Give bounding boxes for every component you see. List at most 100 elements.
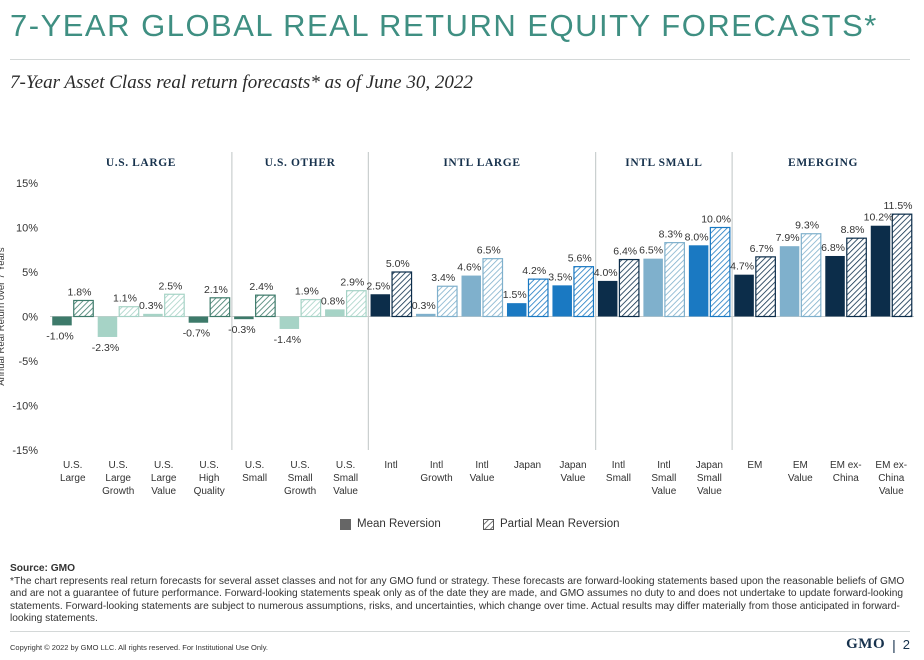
category-label: Value <box>788 473 813 484</box>
bar-partial-mean-reversion <box>436 285 458 318</box>
category-label: Small <box>288 473 313 484</box>
legend-label-partial: Partial Mean Reversion <box>500 518 620 530</box>
category-label: Large <box>60 473 86 484</box>
data-label-mean: 6.5% <box>639 245 663 257</box>
category-label: Japan <box>514 460 541 471</box>
bar-mean-reversion <box>97 316 118 337</box>
data-label-partial: 10.0% <box>701 214 731 226</box>
data-label-mean: 0.3% <box>139 300 163 312</box>
category-label: China <box>878 473 905 484</box>
group-header: U.S. OTHER <box>265 157 336 169</box>
data-label-partial: 6.4% <box>613 246 637 258</box>
data-label-partial: 6.7% <box>750 243 774 255</box>
bar-partial-mean-reversion <box>164 293 185 318</box>
data-label-mean: 4.7% <box>730 261 754 273</box>
legend-mean-reversion: Mean Reversion <box>340 518 441 530</box>
bar-partial-mean-reversion <box>73 299 94 318</box>
data-label-mean: -0.3% <box>228 324 255 336</box>
data-label-partial: 1.1% <box>113 293 137 305</box>
category-label: U.S. <box>154 460 173 471</box>
category-label: Intl <box>612 460 625 471</box>
group-header: EMERGING <box>788 157 858 169</box>
copyright-text: Copyright © 2022 by GMO LLC. All rights … <box>10 643 268 652</box>
category-label: China <box>833 473 860 484</box>
category-label: Value <box>470 473 495 484</box>
bar-partial-mean-reversion <box>618 258 640 318</box>
bar-mean-reversion <box>416 313 436 317</box>
data-label-partial: 2.4% <box>249 281 273 293</box>
category-label: Japan <box>559 460 586 471</box>
bar-partial-mean-reversion <box>573 266 595 318</box>
category-label: EM ex- <box>830 460 862 471</box>
legend-swatch-solid <box>340 518 351 530</box>
page-title: 7-YEAR GLOBAL REAL RETURN EQUITY FORECAS… <box>10 8 878 43</box>
bar-partial-mean-reversion <box>118 306 140 318</box>
bar-mean-reversion <box>643 258 663 317</box>
footer-separator: | <box>892 636 896 653</box>
data-label-mean: 0.3% <box>412 300 436 312</box>
bar-mean-reversion <box>506 303 527 317</box>
category-label: Intl <box>475 460 488 471</box>
bar-partial-mean-reversion <box>800 233 822 318</box>
footer-brand: GMO | 2 <box>846 636 910 653</box>
category-label: U.S. <box>336 460 355 471</box>
data-label-partial: 8.8% <box>841 224 865 236</box>
bar-partial-mean-reversion <box>709 226 731 318</box>
footnote-text: *The chart represents real return foreca… <box>10 575 905 625</box>
bar-partial-mean-reversion <box>300 298 322 318</box>
data-label-partial: 6.5% <box>477 245 501 257</box>
data-label-mean: 4.6% <box>457 262 481 274</box>
legend-swatch-hatched <box>483 518 494 530</box>
category-label: Intl <box>430 460 443 471</box>
data-label-mean: -1.0% <box>46 330 73 342</box>
page-number: 2 <box>902 637 910 652</box>
data-label-partial: 1.8% <box>68 286 92 298</box>
y-axis-title: Annual Real Return over 7 Years <box>0 247 7 386</box>
y-tick-label: -10% <box>12 401 38 413</box>
y-tick-label: -15% <box>12 445 38 457</box>
category-label: Large <box>105 473 131 484</box>
category-label: U.S. <box>108 460 127 471</box>
data-label-partial: 11.5% <box>884 200 913 212</box>
group-header: INTL SMALL <box>625 157 702 169</box>
data-label-partial: 8.3% <box>659 229 683 241</box>
data-label-partial: 2.9% <box>340 277 364 289</box>
data-label-mean: -0.7% <box>183 328 210 340</box>
category-label: Small <box>333 473 358 484</box>
bar-partial-mean-reversion <box>846 237 867 318</box>
data-label-partial: 5.6% <box>568 253 592 265</box>
bar-mean-reversion <box>234 316 254 320</box>
category-label: Growth <box>284 486 316 497</box>
category-label: Intl <box>384 460 397 471</box>
bar-mean-reversion <box>461 275 481 317</box>
data-label-mean: -2.3% <box>92 342 119 354</box>
y-tick-label: -5% <box>18 356 38 368</box>
data-label-partial: 2.5% <box>158 280 182 292</box>
category-label: EM <box>747 460 762 471</box>
category-label: Value <box>561 473 586 484</box>
bar-partial-mean-reversion <box>209 297 231 318</box>
category-label: Value <box>879 486 904 497</box>
category-label: EM <box>793 460 808 471</box>
data-label-mean: 4.0% <box>594 267 618 279</box>
category-label: U.S. <box>199 460 218 471</box>
category-label: Small <box>242 473 267 484</box>
category-label: Growth <box>420 473 452 484</box>
category-label: Small <box>651 473 676 484</box>
bar-chart: 15% 10% 5% 0% -5% -10% -15% Annual Real Return … <box>0 152 914 497</box>
category-label: Value <box>697 486 722 497</box>
data-label-partial: 5.0% <box>386 258 410 270</box>
y-tick-label: 10% <box>16 223 38 235</box>
bar-partial-mean-reversion <box>255 294 276 318</box>
category-label: Quality <box>194 486 225 497</box>
data-label-mean: 0.8% <box>321 295 345 307</box>
bar-partial-mean-reversion <box>345 290 367 318</box>
data-label-mean: 2.5% <box>366 280 390 292</box>
bar-mean-reversion <box>825 255 845 317</box>
bar-mean-reversion <box>552 285 572 317</box>
legend-partial-mean-reversion: Partial Mean Reversion <box>483 518 620 530</box>
bar-partial-mean-reversion <box>527 278 549 318</box>
category-label: Growth <box>102 486 134 497</box>
data-label-partial: 3.4% <box>431 272 455 284</box>
data-label-partial: 9.3% <box>795 220 819 232</box>
